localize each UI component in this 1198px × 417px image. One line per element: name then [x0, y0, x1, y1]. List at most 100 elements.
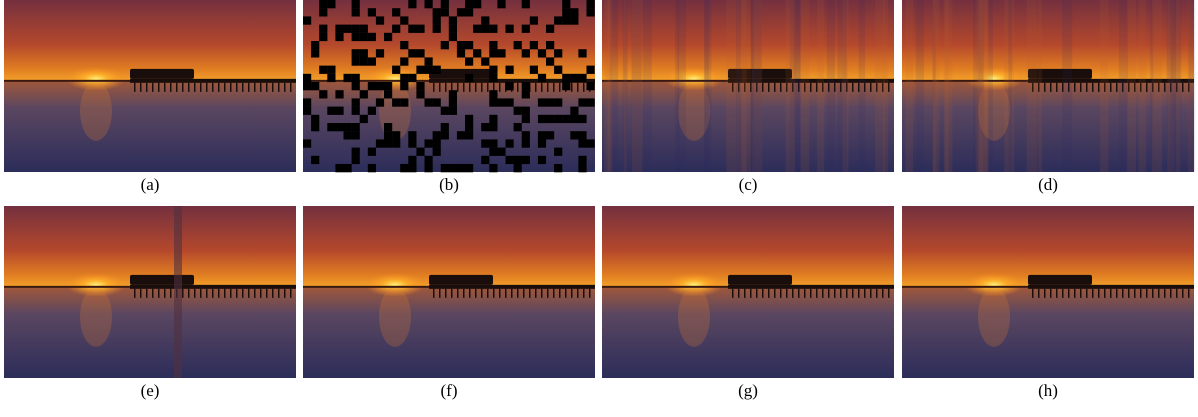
- missing-block: [481, 57, 489, 65]
- pier-post: [828, 289, 830, 298]
- pier-post: [888, 83, 890, 92]
- missing-block: [319, 0, 327, 8]
- missing-block: [497, 49, 505, 57]
- pier-post: [1170, 289, 1172, 298]
- missing-block: [497, 0, 505, 8]
- missing-block: [384, 33, 392, 41]
- artifact-stripe: [632, 0, 642, 172]
- pier-post: [732, 289, 734, 298]
- missing-block: [392, 139, 400, 147]
- pier-post: [738, 289, 740, 298]
- pier-post: [1050, 83, 1052, 92]
- pier-post: [1122, 289, 1124, 298]
- missing-block: [562, 82, 570, 90]
- missing-block: [352, 131, 360, 139]
- missing-block: [506, 66, 514, 74]
- missing-block: [538, 115, 546, 123]
- missing-block: [433, 66, 441, 74]
- artifact-stripe: [859, 0, 865, 172]
- missing-block: [392, 8, 400, 16]
- pier-post: [439, 289, 441, 298]
- missing-block: [546, 57, 554, 65]
- pier-post: [152, 83, 154, 92]
- missing-block: [449, 90, 457, 98]
- missing-block: [562, 74, 570, 82]
- sky: [4, 0, 296, 81]
- missing-block: [481, 139, 489, 147]
- missing-block: [360, 57, 368, 65]
- artifact-stripe: [1062, 0, 1072, 172]
- missing-block: [522, 82, 530, 90]
- missing-block: [441, 164, 449, 172]
- pier-post: [1050, 289, 1052, 298]
- missing-block: [352, 107, 360, 115]
- pier-post: [762, 289, 764, 298]
- missing-block: [344, 25, 352, 33]
- missing-block: [392, 25, 400, 33]
- caption: (d): [1038, 175, 1058, 194]
- pier-post: [852, 289, 854, 298]
- pier-post: [284, 289, 286, 298]
- pier-post: [499, 83, 501, 92]
- missing-block: [554, 148, 562, 156]
- missing-block: [400, 74, 408, 82]
- pier-post: [744, 289, 746, 298]
- pier-post: [158, 289, 160, 298]
- pier-post: [481, 289, 483, 298]
- caption: (e): [141, 381, 160, 400]
- pier-post: [272, 289, 274, 298]
- missing-block: [360, 90, 368, 98]
- missing-block: [538, 156, 546, 164]
- artifact-stripe: [817, 0, 824, 172]
- pier-post: [182, 289, 184, 298]
- pier-post: [529, 289, 531, 298]
- pier-post: [846, 289, 848, 298]
- missing-block: [506, 139, 514, 147]
- artifact-stripe: [643, 0, 652, 172]
- caption: (a): [141, 175, 160, 194]
- pier-post: [212, 289, 214, 298]
- pier-post: [583, 83, 585, 92]
- pier-post: [888, 289, 890, 298]
- missing-block: [352, 49, 360, 57]
- caption: (b): [439, 175, 459, 194]
- pier-post: [272, 83, 274, 92]
- missing-block: [514, 41, 522, 49]
- missing-block: [384, 139, 392, 147]
- pier-post: [140, 289, 142, 298]
- panel: [602, 0, 894, 172]
- pier-post: [876, 289, 878, 298]
- pier-post: [1158, 289, 1160, 298]
- missing-block: [522, 49, 530, 57]
- pier-post: [463, 83, 465, 92]
- pier-post: [505, 289, 507, 298]
- missing-block: [441, 123, 449, 131]
- pier-post: [194, 83, 196, 92]
- missing-block: [489, 90, 497, 98]
- missing-block: [546, 98, 554, 106]
- pier-post: [158, 83, 160, 92]
- missing-block: [522, 25, 530, 33]
- missing-block: [578, 74, 586, 82]
- missing-block: [506, 156, 514, 164]
- artifact-stripe: [979, 0, 989, 172]
- pier-roof: [1028, 69, 1092, 79]
- pier-post: [810, 83, 812, 92]
- pier-post: [140, 83, 142, 92]
- pier-post: [469, 83, 471, 92]
- pier-post: [433, 83, 435, 92]
- panel: [902, 0, 1195, 172]
- missing-block: [352, 98, 360, 106]
- missing-block: [408, 139, 416, 147]
- artifact-stripe: [905, 0, 913, 172]
- pier-post: [1062, 289, 1064, 298]
- missing-block: [384, 82, 392, 90]
- missing-block: [489, 98, 497, 106]
- missing-block: [489, 148, 497, 156]
- pier-post: [535, 83, 537, 92]
- artifact-stripe: [1027, 0, 1038, 172]
- caption: (h): [1038, 381, 1058, 400]
- missing-block: [368, 8, 376, 16]
- missing-block: [489, 123, 497, 131]
- missing-block: [465, 57, 473, 65]
